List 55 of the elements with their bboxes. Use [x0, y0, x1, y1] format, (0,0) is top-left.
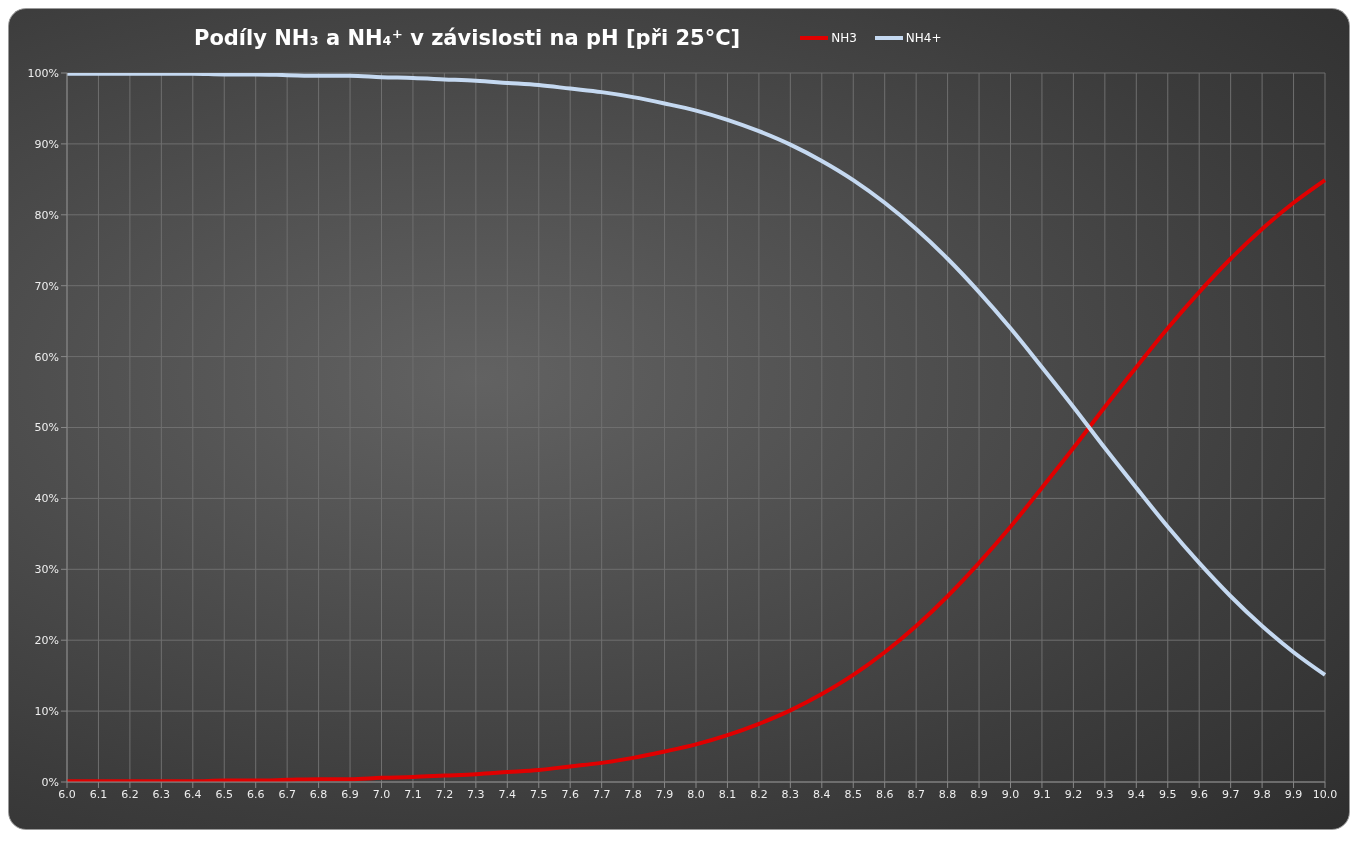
x-tick-label: 7.6	[561, 787, 579, 801]
y-tick-label: 80%	[34, 208, 59, 222]
x-tick-label: 7.4	[498, 787, 517, 801]
x-tick-label: 7.9	[655, 787, 674, 801]
y-tick-label: 0%	[41, 775, 59, 789]
x-tick-label: 6.7	[278, 787, 296, 801]
x-tick-label: 6.1	[89, 787, 108, 801]
y-tick-label: 50%	[34, 421, 59, 435]
legend-label: NH3	[831, 31, 857, 45]
x-tick-label: 8.3	[781, 787, 800, 801]
x-tick-label: 7.7	[592, 787, 611, 801]
legend-label: NH4+	[905, 31, 942, 45]
x-tick-label: 9.8	[1253, 787, 1271, 801]
x-tick-label: 8.5	[844, 787, 862, 801]
x-tick-label: 8.1	[718, 787, 737, 801]
x-tick-label: 7.5	[530, 787, 548, 801]
y-tick-label: 40%	[34, 492, 59, 506]
x-tick-label: 7.1	[404, 787, 422, 801]
x-tick-label: 9.0	[1001, 787, 1020, 801]
x-tick-label: 8.9	[970, 787, 988, 801]
y-tick-label: 60%	[34, 350, 59, 364]
y-tick-label: 90%	[34, 137, 59, 151]
x-tick-label: 7.3	[467, 787, 485, 801]
x-tick-label: 9.2	[1064, 787, 1083, 801]
x-tick-label: 9.1	[1033, 787, 1051, 801]
x-tick-label: 6.5	[215, 787, 233, 801]
x-tick-label: 6.3	[152, 787, 171, 801]
x-tick-label: 9.7	[1221, 787, 1240, 801]
x-tick-label: 8.0	[687, 787, 705, 801]
x-tick-label: 9.4	[1127, 787, 1146, 801]
y-tick-label: 70%	[34, 279, 59, 293]
chart-title: Podíly NH₃ a NH₄⁺ v závislosti na pH [při 25°C]	[194, 26, 741, 50]
x-tick-label: 7.0	[372, 787, 391, 801]
x-tick-label: 9.3	[1096, 787, 1114, 801]
x-tick-label: 6.2	[121, 787, 139, 801]
x-tick-label: 7.2	[435, 787, 454, 801]
x-tick-label: 8.7	[907, 787, 925, 801]
x-tick-label: 9.5	[1159, 787, 1177, 801]
x-tick-label: 8.6	[875, 787, 894, 801]
x-tick-label: 8.2	[750, 787, 768, 801]
x-tick-label: 6.6	[246, 787, 265, 801]
x-tick-label: 6.4	[184, 787, 202, 801]
y-tick-label: 30%	[34, 563, 59, 577]
y-tick-label: 10%	[34, 705, 59, 719]
x-tick-label: 7.8	[624, 787, 642, 801]
x-tick-label: 9.6	[1190, 787, 1208, 801]
y-tick-label: 100%	[27, 66, 59, 80]
x-tick-label: 8.8	[938, 787, 957, 801]
x-tick-label: 6.8	[309, 787, 328, 801]
x-tick-label: 6.9	[341, 787, 359, 801]
y-tick-label: 20%	[34, 634, 59, 648]
x-tick-label: 8.4	[813, 787, 831, 801]
x-tick-label: 6.0	[58, 787, 76, 801]
x-tick-label: 10.0	[1312, 787, 1338, 801]
x-tick-label: 9.9	[1284, 787, 1303, 801]
